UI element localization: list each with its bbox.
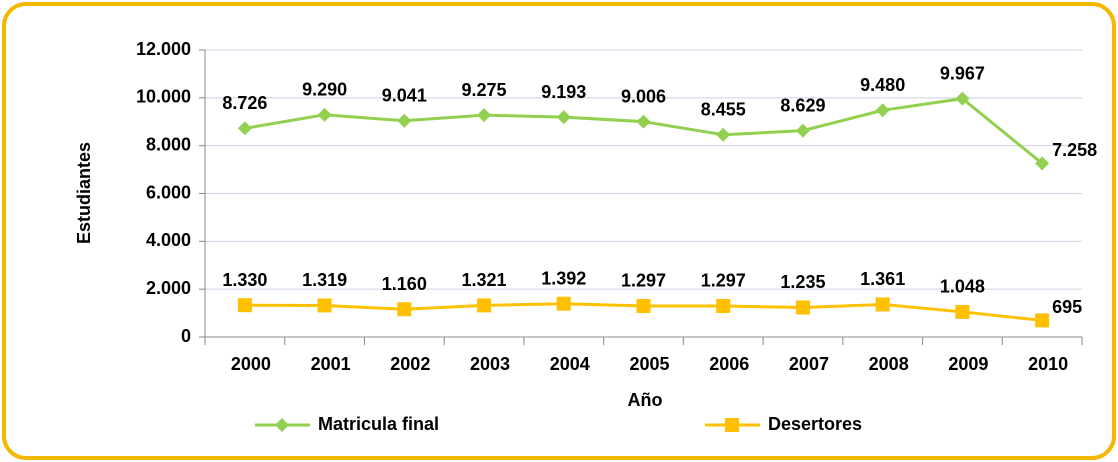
- x-tick-label: 2008: [869, 354, 909, 374]
- data-label: 1.235: [780, 272, 825, 292]
- x-tick-label: 2001: [311, 354, 351, 374]
- data-label: 9.193: [541, 82, 586, 102]
- point: [955, 91, 970, 106]
- x-axis-title: Año: [628, 390, 663, 410]
- data-label: 695: [1052, 297, 1082, 317]
- point: [795, 123, 810, 138]
- point: [317, 107, 332, 122]
- point: [1035, 313, 1050, 328]
- point: [556, 110, 571, 125]
- point: [477, 108, 492, 123]
- y-tick-label: 8.000: [146, 134, 191, 154]
- data-label: 9.480: [860, 75, 905, 95]
- x-tick-label: 2009: [948, 354, 988, 374]
- x-tick-label: 2002: [390, 354, 430, 374]
- data-label: 1.048: [940, 277, 985, 297]
- point: [1035, 156, 1050, 171]
- point: [716, 127, 731, 142]
- x-tick-label: 2000: [231, 354, 271, 374]
- data-label: 8.455: [701, 100, 746, 120]
- data-label: 9.041: [382, 86, 427, 106]
- data-label: 1.361: [860, 269, 905, 289]
- data-label: 1.330: [222, 270, 267, 290]
- y-tick-label: 10.000: [136, 87, 191, 107]
- legend-marker: [275, 418, 289, 432]
- y-tick-label: 0: [181, 326, 191, 346]
- data-label: 1.297: [621, 271, 666, 291]
- point: [636, 298, 651, 313]
- y-axis-title: Estudiantes: [74, 142, 94, 244]
- data-label: 1.392: [541, 268, 586, 288]
- legend-label: Desertores: [768, 414, 862, 434]
- data-label: 9.290: [302, 80, 347, 100]
- y-tick-label: 12.000: [136, 39, 191, 59]
- y-tick-label: 2.000: [146, 278, 191, 298]
- point: [795, 300, 810, 315]
- point: [636, 114, 651, 129]
- data-label: 1.160: [382, 274, 427, 294]
- y-tick-label: 4.000: [146, 230, 191, 250]
- x-tick-label: 2003: [470, 354, 510, 374]
- point: [875, 297, 890, 312]
- x-tick-label: 2007: [789, 354, 829, 374]
- point: [237, 298, 252, 313]
- data-label: 9.006: [621, 86, 666, 106]
- point: [955, 304, 970, 319]
- data-label: 9.967: [940, 63, 985, 83]
- x-tick-label: 2006: [709, 354, 749, 374]
- data-label: 1.321: [462, 270, 507, 290]
- point: [237, 121, 252, 136]
- point: [875, 103, 890, 118]
- x-tick-label: 2010: [1028, 354, 1068, 374]
- point: [556, 296, 571, 311]
- data-label: 7.258: [1052, 140, 1097, 160]
- data-label: 1.319: [302, 270, 347, 290]
- data-label: 1.297: [701, 271, 746, 291]
- point: [716, 298, 731, 313]
- y-tick-label: 6.000: [146, 182, 191, 202]
- point: [397, 302, 412, 317]
- point: [477, 298, 492, 313]
- data-label: 8.726: [222, 93, 267, 113]
- data-label: 8.629: [780, 95, 825, 115]
- data-label: 9.275: [462, 80, 507, 100]
- legend-label: Matricula final: [318, 414, 439, 434]
- x-tick-label: 2004: [550, 354, 590, 374]
- point: [317, 298, 332, 313]
- point: [397, 113, 412, 128]
- legend-marker: [725, 418, 739, 432]
- x-tick-label: 2005: [629, 354, 669, 374]
